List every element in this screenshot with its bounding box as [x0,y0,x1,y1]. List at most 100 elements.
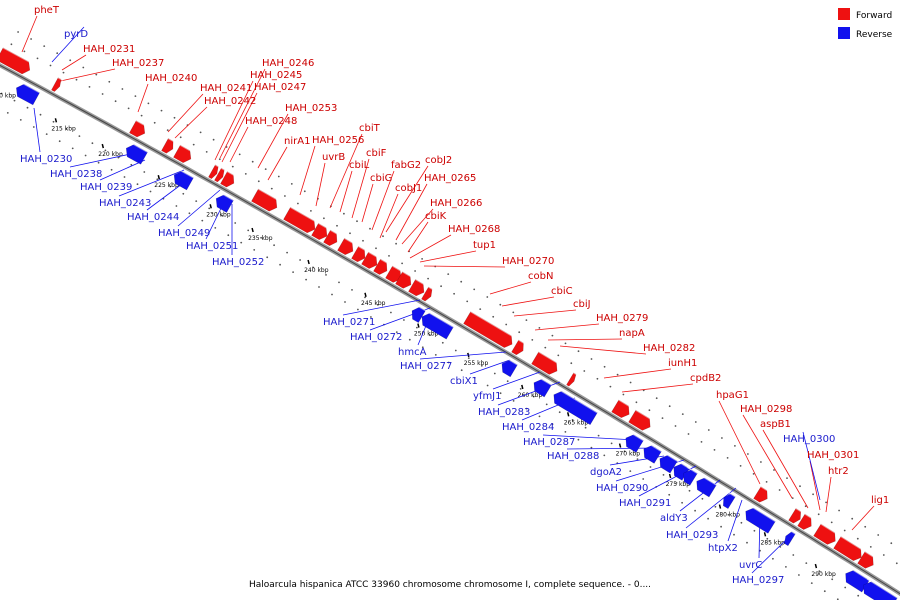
forward-gene-label: HAH_0248 [245,116,297,127]
tick-mark [54,118,58,123]
guide-dot [830,521,833,524]
guide-dot [297,202,299,205]
guide-dot [49,64,52,67]
guide-dot [26,106,29,109]
guide-dot [247,229,250,232]
guide-dot [104,149,107,152]
gene-highlight [789,529,796,535]
gene-highlight [804,513,816,521]
guide-dot [401,262,403,265]
tick-label: 225 kbp [154,182,179,189]
guide-dot [752,473,755,475]
gene-body [511,339,524,356]
guide-dot [257,180,260,183]
forward-gene-label: pheT [34,5,60,16]
guide-dot [486,296,489,298]
guide-dot [493,372,496,375]
guide-dot [264,168,267,171]
leader-line [469,359,511,375]
guide-dot [318,286,320,288]
legend-forward-label: Forward [856,11,892,21]
guide-dot [616,373,619,376]
guide-dot [707,517,709,520]
guide-dot [668,405,671,408]
tick-label: 215 kbp [51,125,76,132]
reverse-gene-label: HAH_0297 [732,575,784,586]
gene-highlight [557,388,598,414]
gene-highlight [214,164,221,169]
guide-dot [551,423,554,426]
guide-dot [700,441,703,443]
guide-dot [538,327,541,329]
legend: Forward Reverse [838,8,893,40]
guide-dot [434,354,437,356]
forward-gene-label: HAH_0266 [430,198,482,209]
guide-dot [78,135,81,138]
guide-dot [506,380,509,383]
guide-dot [584,426,587,429]
label-leader-lines [21,15,875,574]
guide-dot [590,358,593,360]
forward-gene [361,251,381,269]
forward-gene [833,535,866,562]
backbone-core [0,64,900,595]
guide-dot [39,113,42,116]
guide-dot [17,31,19,33]
leader-line [685,487,737,529]
reverse-gene [784,529,796,547]
reverse-gene-label: HAH_0249 [158,228,210,239]
guide-dot [779,546,782,548]
reverse-gene [643,442,662,464]
leader-line [137,83,149,113]
guide-dot [336,224,338,227]
guide-dot [23,50,26,53]
guide-dot [416,326,418,329]
forward-gene [337,237,357,256]
guide-dot [188,212,191,215]
leader-line [825,476,832,513]
reverse-gene-label: hmcA [398,347,427,358]
gene-highlight [219,191,234,201]
reverse-gene [745,504,776,534]
leader-line [174,106,208,139]
guide-dot [305,278,307,281]
guide-dot [369,227,371,230]
guide-dot [195,200,198,203]
gene-highlight [470,310,517,339]
tick-mark [668,473,672,479]
guide-dot [551,334,554,337]
guide-dot [331,293,333,296]
guide-dot [844,586,847,589]
leader-line [118,169,185,197]
guide-dot [525,319,528,321]
guide-dot [661,417,664,419]
guide-dot [214,227,217,229]
guide-dot [818,570,821,573]
tick-mark [566,412,570,417]
guide-dot [727,513,730,516]
tick-label: 275 kbp [666,481,691,488]
guide-dot [312,266,314,269]
gene-highlight [518,339,528,346]
guide-dot [583,370,586,372]
forward-gene [311,222,331,241]
guide-dot [173,116,176,119]
guide-dot [427,277,429,280]
guide-dot [857,594,860,597]
gene-features [0,47,898,600]
guide-dot [454,349,457,352]
forward-gene-label: cbiL [349,160,370,171]
reverse-gene-label: HAH_0243 [99,198,151,209]
forward-gene [753,486,772,503]
guide-dot [101,93,104,95]
guide-dot [32,126,35,128]
leader-line [809,460,821,511]
forward-gene [323,229,341,247]
guide-dot [403,319,405,321]
forward-gene-label: HAH_0279 [596,313,648,324]
leader-line [742,414,793,499]
tick-mark [763,532,767,537]
guide-dot [364,296,366,299]
reverse-gene [411,304,426,324]
guide-dot [721,437,723,439]
